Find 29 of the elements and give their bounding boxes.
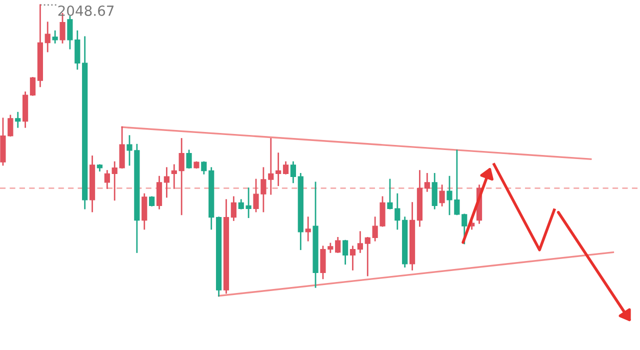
candlestick — [462, 214, 468, 244]
candlestick — [142, 193, 148, 230]
candlestick — [30, 76, 36, 96]
candlestick — [335, 237, 341, 253]
candlestick — [342, 240, 348, 265]
candlestick — [424, 172, 430, 192]
candlestick — [432, 172, 438, 210]
candlestick — [230, 196, 236, 221]
candlestick — [282, 161, 289, 174]
candlestick — [104, 170, 110, 189]
candlestick — [439, 184, 445, 206]
candlestick — [268, 138, 274, 195]
candlestick — [171, 164, 177, 189]
candlestick — [164, 167, 170, 198]
candlestick — [178, 138, 184, 216]
candlestick — [290, 161, 296, 184]
candlestick — [357, 231, 363, 253]
candlestick — [52, 30, 58, 44]
candlestick — [246, 188, 252, 218]
annotation: 2048.67 — [58, 5, 114, 16]
candlestick — [276, 152, 282, 186]
candlestick — [156, 176, 162, 210]
candlestick — [15, 112, 21, 128]
candlestick — [186, 150, 192, 169]
candlestick — [350, 246, 356, 270]
candlestick — [305, 216, 311, 242]
candlestick — [201, 161, 207, 174]
candlestick — [364, 237, 370, 276]
candlestick — [44, 22, 50, 52]
